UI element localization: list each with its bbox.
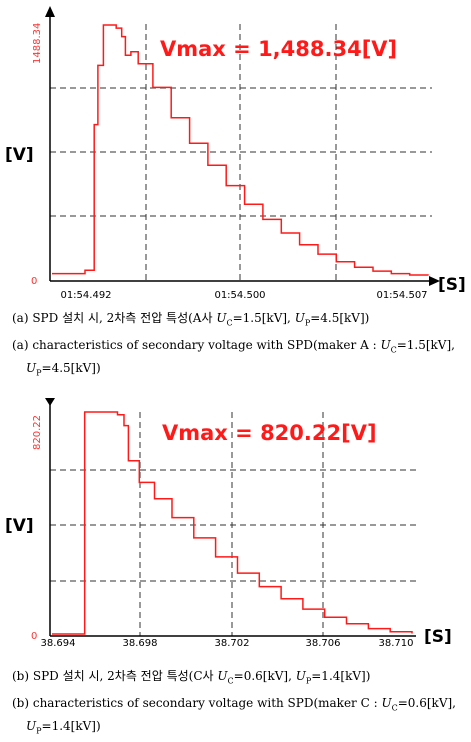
chart-b-x-tick-label-5: 38.710 xyxy=(379,638,414,649)
chart-a-caption-en-text: (a) characteristics of secondary voltage… xyxy=(12,338,377,352)
chart-b-y-arrow xyxy=(45,398,55,406)
uc-sub: C xyxy=(391,703,398,713)
chart-a-caption-en-uc: =1.5[kV], xyxy=(396,338,455,352)
up-sub: P xyxy=(304,318,311,328)
chart-b-x-tick-label-3: 38.702 xyxy=(215,638,250,649)
chart-b-caption-ko-up: =1.4[kV]) xyxy=(311,669,371,683)
chart-b-x-unit: [S] xyxy=(424,627,452,647)
chart-a-x-arrow xyxy=(429,276,440,286)
uc-sub: C xyxy=(226,318,233,328)
chart-b-gridlines xyxy=(50,412,416,636)
uc-sub: C xyxy=(227,676,234,686)
chart-b-x-tick-label-2: 38.698 xyxy=(123,638,158,649)
chart-a-y-unit: [V] xyxy=(5,145,34,165)
chart-a-y-arrow xyxy=(45,6,55,17)
up-var: U xyxy=(26,361,37,375)
uc-sub: C xyxy=(390,345,397,355)
up-var: U xyxy=(294,311,305,325)
chart-a-x-tick-label-2: 01:54.500 xyxy=(214,290,265,300)
chart-b-caption-ko-prefix: (b) SPD 설치 시, 2차측 전압 특성(C사 xyxy=(12,669,214,683)
chart-a-x-tick-label-3: 01:54.507 xyxy=(376,290,427,300)
chart-a-y-top-label: 1488.34 xyxy=(32,23,43,64)
chart-b-caption-en-up: =1.4[kV]) xyxy=(41,719,101,733)
chart-a-caption-en-up: =4.5[kV]) xyxy=(41,361,101,375)
up-var: U xyxy=(26,719,37,733)
chart-b-caption-en-uc: =0.6[kV], xyxy=(397,696,456,710)
uc-var: U xyxy=(217,669,228,683)
chart-b-vmax-label: Vmax = 820.22[V] xyxy=(162,421,377,445)
chart-a-caption-en-line2: UP=4.5[kV]) xyxy=(26,360,101,381)
chart-a-caption-ko: (a) SPD 설치 시, 2차측 전압 특성(A사 UC=1.5[kV], U… xyxy=(12,310,369,331)
chart-a-caption-ko-prefix: (a) SPD 설치 시, 2차측 전압 특성(A사 xyxy=(12,311,213,325)
chart-b-x-tick-label-4: 38.706 xyxy=(306,638,341,649)
chart-a-caption-ko-uc: =1.5[kV], xyxy=(232,311,291,325)
uc-var: U xyxy=(380,338,391,352)
chart-b-y-zero-label: 0 xyxy=(31,631,37,642)
up-sub: P xyxy=(36,368,42,378)
up-sub: P xyxy=(36,726,42,736)
up-sub: P xyxy=(305,676,312,686)
chart-a-x-tick-label-1: 01:54.492 xyxy=(60,290,111,300)
chart-b-y-unit: [V] xyxy=(5,516,34,536)
chart-b-caption-en-text: (b) characteristics of secondary voltage… xyxy=(12,696,378,710)
chart-a-voltage-trace xyxy=(52,24,429,276)
chart-b-caption-en-line1: (b) characteristics of secondary voltage… xyxy=(12,695,456,716)
chart-b: 820.22 0 [V] [S] 38.694 38.698 38.702 38… xyxy=(5,398,452,649)
chart-a-vmax-label: Vmax = 1,488.34[V] xyxy=(160,37,397,61)
chart-b-voltage-trace xyxy=(52,411,413,635)
uc-var: U xyxy=(381,696,392,710)
chart-b-caption-ko-uc: =0.6[kV], xyxy=(233,669,292,683)
chart-a-x-unit: [S] xyxy=(438,275,466,295)
uc-var: U xyxy=(216,311,227,325)
chart-a-y-zero-label: 0 xyxy=(31,276,37,287)
chart-a-caption-ko-up: =4.5[kV]) xyxy=(310,311,370,325)
chart-b-caption-en-line2: UP=1.4[kV]) xyxy=(26,718,101,739)
chart-a: 1488.34 0 [V] [S] 01:54.492 01:54.500 01… xyxy=(5,6,466,300)
chart-b-caption-ko: (b) SPD 설치 시, 2차측 전압 특성(C사 UC=0.6[kV], U… xyxy=(12,668,370,689)
chart-b-y-top-label: 820.22 xyxy=(32,415,43,450)
chart-a-gridlines xyxy=(50,24,432,281)
up-var: U xyxy=(295,669,306,683)
chart-a-caption-en-line1: (a) characteristics of secondary voltage… xyxy=(12,337,455,358)
chart-b-x-tick-label-1: 38.694 xyxy=(41,638,76,649)
